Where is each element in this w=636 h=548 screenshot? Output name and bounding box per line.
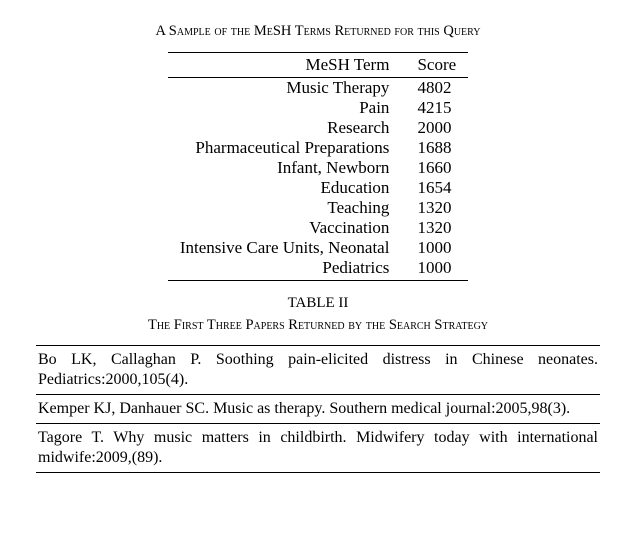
score-cell: 1320 [403, 198, 468, 218]
paper-row: Kemper KJ, Danhauer SC. Music as therapy… [36, 395, 600, 424]
score-cell: 1654 [403, 178, 468, 198]
score-cell: 1320 [403, 218, 468, 238]
table-row: Pain 4215 [168, 98, 468, 118]
term-cell: Research [168, 118, 404, 138]
mesh-terms-table: MeSH Term Score Music Therapy 4802 Pain … [168, 52, 468, 281]
score-cell: 4215 [403, 98, 468, 118]
table-row: Pharmaceutical Preparations 1688 [168, 138, 468, 158]
term-cell: Infant, Newborn [168, 158, 404, 178]
table-row: Vaccination 1320 [168, 218, 468, 238]
table1-caption: A Sample of the MeSH Terms Returned for … [36, 22, 600, 42]
score-cell: 1660 [403, 158, 468, 178]
score-cell: 2000 [403, 118, 468, 138]
table-row: Infant, Newborn 1660 [168, 158, 468, 178]
paper-row: Bo LK, Callaghan P. Soothing pain-elicit… [36, 346, 600, 395]
table-row: Music Therapy 4802 [168, 77, 468, 98]
table2-caption: The First Three Papers Returned by the S… [36, 316, 600, 336]
table2-label: TABLE II [36, 295, 600, 312]
score-cell: 1688 [403, 138, 468, 158]
paper-cell: Bo LK, Callaghan P. Soothing pain-elicit… [36, 346, 600, 395]
term-cell: Teaching [168, 198, 404, 218]
papers-table: Bo LK, Callaghan P. Soothing pain-elicit… [36, 345, 600, 473]
term-cell: Vaccination [168, 218, 404, 238]
paper-cell: Tagore T. Why music matters in childbirt… [36, 424, 600, 473]
table-row: Education 1654 [168, 178, 468, 198]
term-cell: Pharmaceutical Preparations [168, 138, 404, 158]
paper-cell: Kemper KJ, Danhauer SC. Music as therapy… [36, 395, 600, 424]
col-header-term: MeSH Term [168, 52, 404, 77]
term-cell: Pain [168, 98, 404, 118]
score-cell: 1000 [403, 258, 468, 281]
term-cell: Music Therapy [168, 77, 404, 98]
score-cell: 1000 [403, 238, 468, 258]
col-header-score: Score [403, 52, 468, 77]
table-header-row: MeSH Term Score [168, 52, 468, 77]
table-row: Pediatrics 1000 [168, 258, 468, 281]
table-row: Intensive Care Units, Neonatal 1000 [168, 238, 468, 258]
paper-row: Tagore T. Why music matters in childbirt… [36, 424, 600, 473]
term-cell: Education [168, 178, 404, 198]
term-cell: Pediatrics [168, 258, 404, 281]
term-cell: Intensive Care Units, Neonatal [168, 238, 404, 258]
table-row: Teaching 1320 [168, 198, 468, 218]
score-cell: 4802 [403, 77, 468, 98]
table-row: Research 2000 [168, 118, 468, 138]
